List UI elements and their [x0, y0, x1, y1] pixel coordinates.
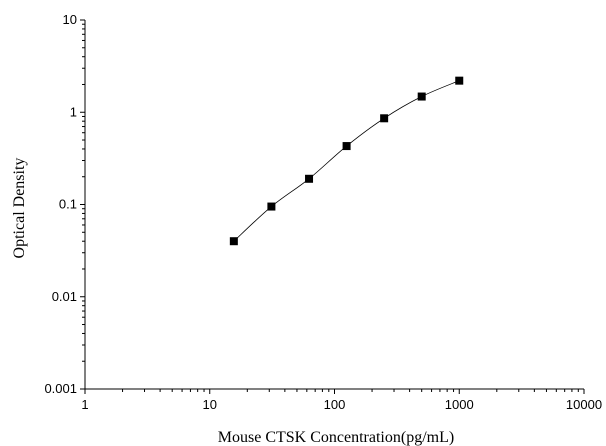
fit-curve-group — [233, 80, 460, 242]
fit-curve — [233, 80, 460, 242]
data-point — [417, 92, 426, 101]
y-axis-label: Optical Density — [11, 158, 28, 259]
data-point — [380, 114, 389, 123]
x-tick-label: 1000 — [445, 397, 474, 412]
y-tick-label: 1 — [70, 104, 77, 119]
data-point — [455, 76, 464, 85]
x-tick-label: 10000 — [566, 397, 602, 412]
data-point — [305, 174, 314, 183]
y-tick-label: 0.1 — [59, 197, 77, 212]
y-tick-label: 0.01 — [52, 289, 77, 304]
y-tick-label: 10 — [63, 12, 77, 27]
x-tick-label: 100 — [324, 397, 346, 412]
y-tick-label: 0.001 — [44, 381, 77, 396]
data-points — [229, 76, 464, 246]
axes — [80, 19, 585, 394]
x-tick-label: 1 — [81, 397, 88, 412]
data-point — [342, 142, 351, 151]
data-point — [267, 202, 276, 211]
tick-labels: 1 10 100 1000 10000 0.001 0.01 0.1 1 10 — [44, 12, 602, 412]
x-tick-label: 10 — [203, 397, 217, 412]
data-point — [229, 237, 238, 246]
x-axis-label: Mouse CTSK Concentration(pg/mL) — [218, 429, 454, 446]
